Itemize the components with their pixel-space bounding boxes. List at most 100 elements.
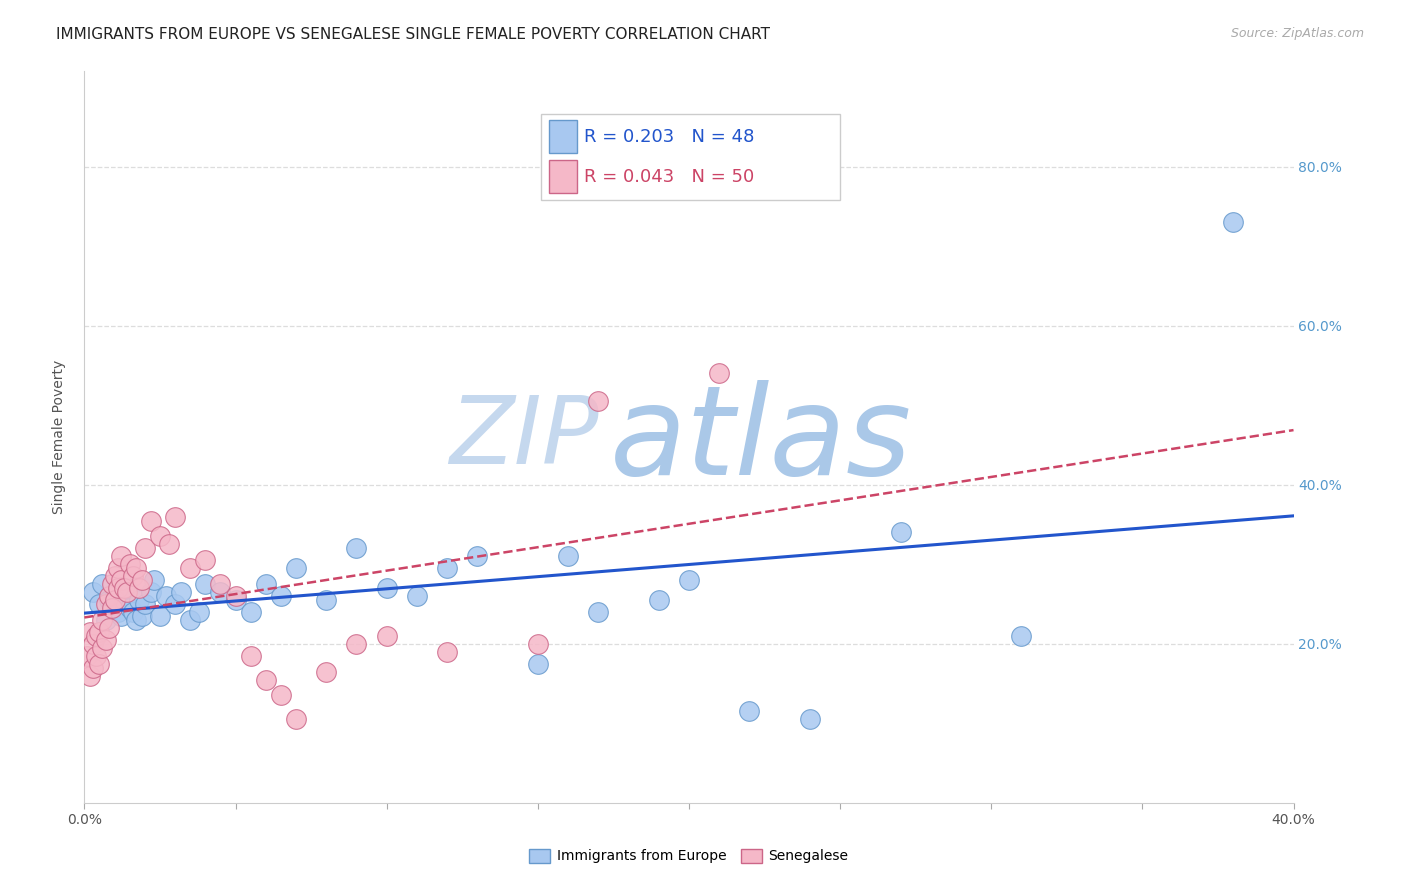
Legend: Immigrants from Europe, Senegalese: Immigrants from Europe, Senegalese (524, 843, 853, 869)
Point (254, 673, 277, 687)
Point (107, 561, 129, 575)
Point (110, 573, 132, 587)
Point (157, 537, 180, 551)
Point (209, 585, 232, 599)
Point (115, 585, 138, 599)
Point (436, 645, 458, 659)
Text: atlas: atlas (610, 380, 912, 501)
Point (89, 624, 111, 639)
Point (94, 597, 117, 611)
Y-axis label: Single Female Poverty: Single Female Poverty (52, 360, 66, 514)
Point (1011, 629, 1033, 643)
Point (104, 593, 127, 607)
Text: R = 0.043   N = 50: R = 0.043 N = 50 (585, 169, 755, 186)
Point (91, 640, 114, 655)
Point (79, 624, 101, 639)
Point (82, 660, 104, 674)
Point (285, 712, 308, 726)
Point (436, 561, 458, 575)
Point (709, 367, 731, 381)
Point (346, 637, 368, 651)
Point (588, 394, 610, 409)
Point (128, 593, 150, 607)
Point (118, 558, 141, 572)
Point (94, 632, 117, 647)
Point (125, 561, 148, 575)
Point (91, 577, 114, 591)
Point (79, 668, 101, 682)
Point (86, 648, 108, 663)
Point (239, 605, 262, 619)
Point (254, 577, 277, 591)
Point (97, 593, 120, 607)
Point (134, 541, 156, 556)
Point (149, 529, 172, 543)
Point (118, 601, 141, 615)
Point (270, 689, 292, 703)
Point (315, 593, 337, 607)
Point (678, 573, 700, 587)
Point (107, 605, 129, 619)
Point (139, 514, 162, 528)
Point (179, 613, 201, 627)
Point (121, 605, 143, 619)
Text: IMMIGRANTS FROM EUROPE VS SENEGALESE SINGLE FEMALE POVERTY CORRELATION CHART: IMMIGRANTS FROM EUROPE VS SENEGALESE SIN… (56, 27, 770, 42)
Point (142, 573, 165, 587)
Point (89, 657, 111, 671)
Point (406, 589, 429, 603)
Point (100, 577, 122, 591)
Point (134, 597, 156, 611)
Point (557, 549, 579, 564)
Point (100, 601, 122, 615)
Point (527, 637, 550, 651)
Point (799, 712, 821, 726)
Point (82, 637, 104, 651)
Point (97, 589, 120, 603)
Point (194, 553, 217, 567)
Point (194, 577, 217, 591)
Point (100, 601, 122, 615)
Point (527, 657, 550, 671)
Point (104, 569, 127, 583)
Point (131, 573, 153, 587)
Point (155, 589, 177, 603)
Point (170, 585, 193, 599)
Point (86, 629, 108, 643)
Point (315, 665, 337, 679)
Point (346, 541, 368, 556)
Point (225, 593, 247, 607)
Point (131, 609, 153, 624)
Point (375, 629, 398, 643)
Text: Source: ZipAtlas.com: Source: ZipAtlas.com (1230, 27, 1364, 40)
Point (115, 581, 138, 595)
Point (209, 577, 232, 591)
Point (588, 605, 610, 619)
Text: ZIP: ZIP (449, 392, 599, 483)
Point (467, 549, 489, 564)
Point (738, 705, 761, 719)
Point (76, 648, 98, 663)
Point (165, 509, 187, 524)
Point (1222, 215, 1244, 229)
Point (225, 589, 247, 603)
Point (107, 581, 129, 595)
Point (648, 593, 671, 607)
Point (91, 613, 114, 627)
Point (104, 589, 127, 603)
Point (139, 585, 162, 599)
Point (375, 581, 398, 595)
Point (149, 609, 172, 624)
Point (285, 561, 308, 575)
Point (179, 561, 201, 575)
Point (270, 589, 292, 603)
Point (97, 621, 120, 635)
Point (128, 581, 150, 595)
Point (239, 648, 262, 663)
Point (110, 549, 132, 564)
Point (890, 525, 912, 540)
Point (89, 597, 111, 611)
Point (121, 569, 143, 583)
Point (112, 581, 135, 595)
Point (188, 605, 211, 619)
Point (112, 593, 135, 607)
